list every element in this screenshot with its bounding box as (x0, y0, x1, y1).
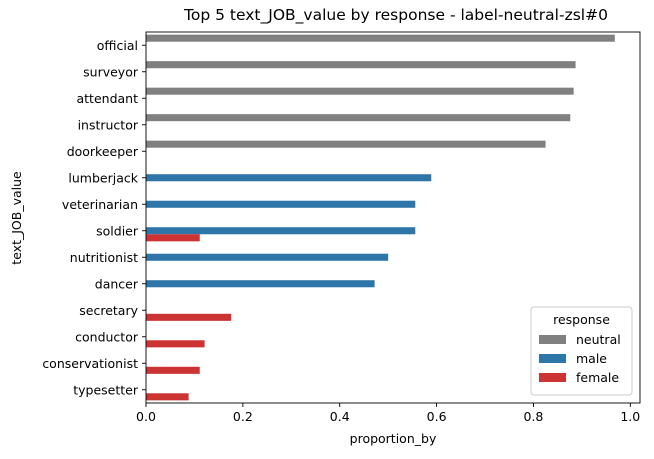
x-tick-label: 0.8 (524, 409, 544, 424)
bar-male-lumberjack (146, 174, 432, 182)
chart-title: Top 5 text_JOB_value by response - label… (183, 6, 608, 25)
x-tick-label: 0.4 (330, 409, 350, 424)
bar-male-nutritionist (146, 253, 389, 261)
y-tick-label: attendant (77, 91, 139, 106)
x-tick-label: 0.6 (427, 409, 447, 424)
y-tick-label: doorkeeper (67, 144, 139, 159)
y-tick-label: dancer (95, 276, 139, 291)
y-tick-label: surveyor (83, 64, 139, 79)
legend-swatch-male (539, 354, 566, 363)
x-axis-label: proportion_by (350, 431, 437, 446)
x-tick-label: 0.2 (233, 409, 253, 424)
bar-female-soldier (146, 234, 200, 242)
legend: response neutral male female (530, 306, 633, 396)
y-axis-label: text_JOB_value (9, 171, 24, 265)
legend-swatch-female (539, 373, 566, 382)
bar-female-secretary (146, 313, 232, 321)
bar-neutral-instructor (146, 114, 571, 122)
x-tick-label: 1.0 (620, 409, 640, 424)
bar-neutral-surveyor (146, 61, 576, 69)
legend-label-neutral: neutral (576, 332, 621, 347)
legend-label-female: female (576, 370, 619, 385)
y-tick-label: nutritionist (70, 250, 138, 265)
y-tick-label: typesetter (73, 382, 139, 397)
legend-swatch-neutral (539, 335, 566, 344)
y-tick-label: conductor (75, 329, 139, 344)
bar-male-veterinarian (146, 200, 416, 208)
bar-neutral-doorkeeper (146, 140, 546, 148)
y-tick-label: lumberjack (68, 170, 138, 185)
y-tick-label: conservationist (42, 356, 138, 371)
x-tick-label: 0.0 (136, 409, 156, 424)
bar-female-typesetter (146, 393, 189, 401)
plot-frame (145, 31, 641, 404)
plot-area: official surveyor attendant instructor doork… (42, 31, 641, 424)
bar-female-conductor (146, 340, 205, 348)
y-tick-label: soldier (96, 223, 139, 238)
y-tick-label: veterinarian (62, 197, 138, 212)
y-tick-label: instructor (78, 117, 139, 132)
bar-neutral-attendant (146, 87, 574, 95)
y-tick-label: official (97, 38, 138, 53)
bar-male-soldier (146, 227, 416, 235)
bar-male-dancer (146, 280, 375, 288)
y-tick-label: secretary (79, 303, 138, 318)
legend-label-male: male (576, 351, 607, 366)
bar-neutral-official (146, 34, 615, 42)
bar-female-conservationist (146, 366, 200, 374)
legend-title: response (553, 312, 610, 327)
